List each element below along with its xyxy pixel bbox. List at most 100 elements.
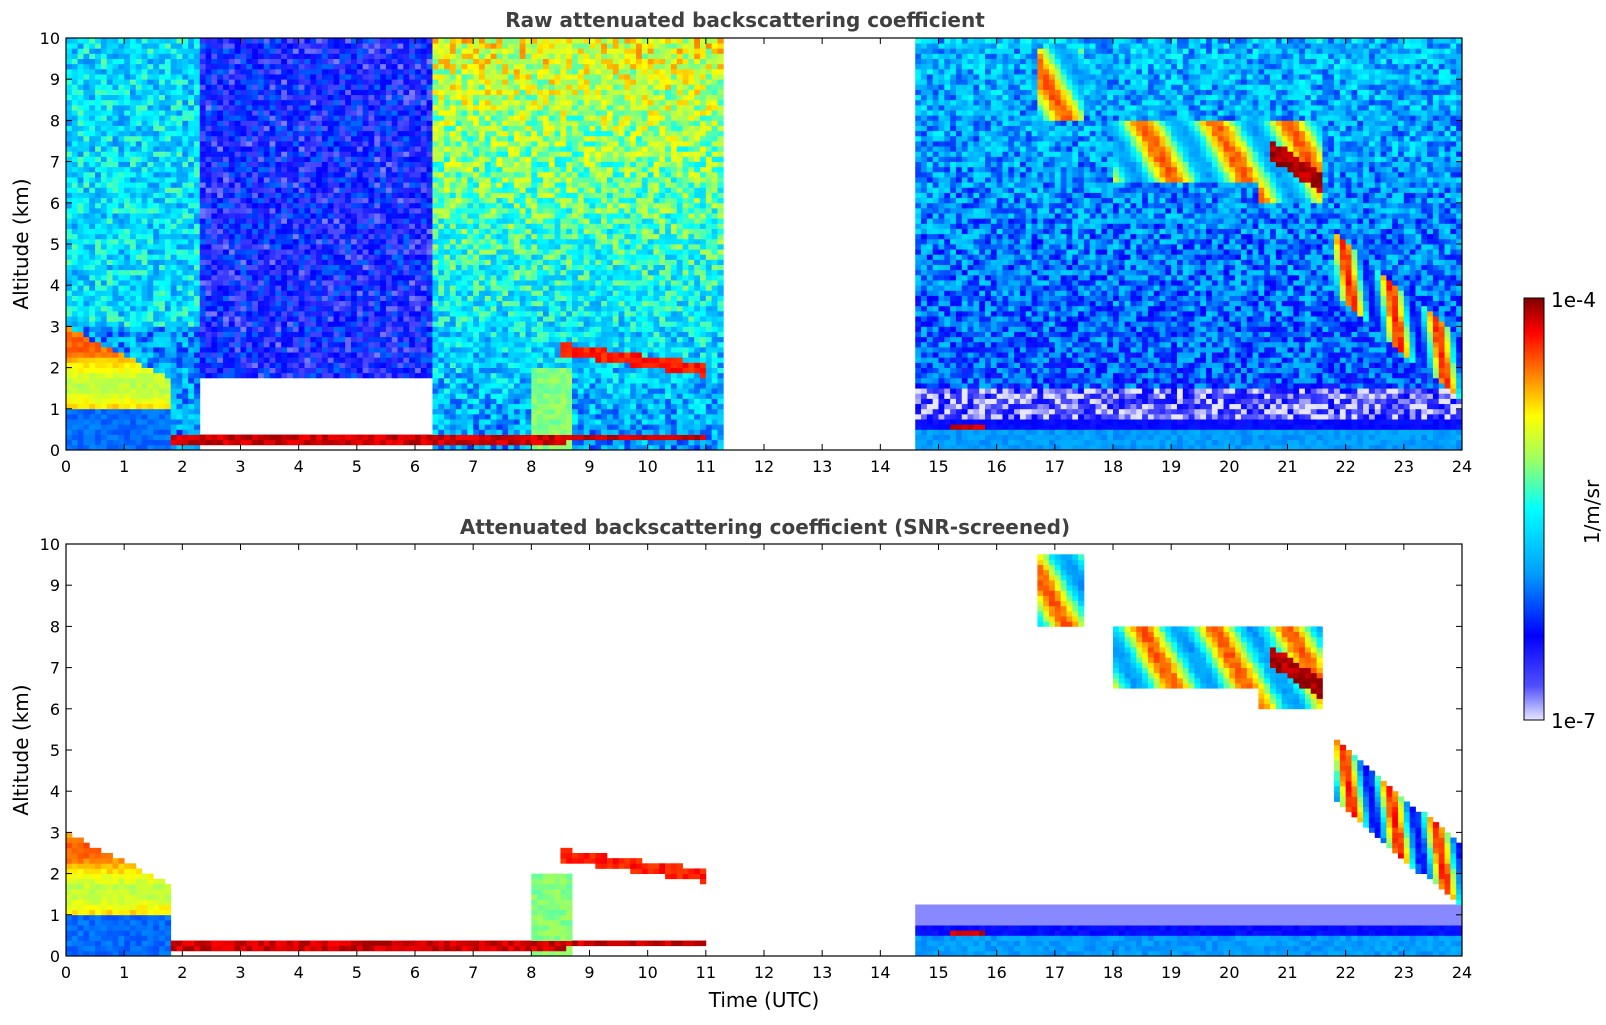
heatmap-cell xyxy=(432,316,439,322)
heatmap-cell xyxy=(71,383,79,389)
heatmap-cell xyxy=(182,377,189,384)
heatmap-cell xyxy=(182,151,189,157)
heatmap-cell xyxy=(455,383,462,389)
heatmap-cell xyxy=(66,259,73,265)
heatmap-cell xyxy=(415,336,422,343)
heatmap-cell xyxy=(351,367,358,374)
heatmap-cell xyxy=(106,444,113,451)
heatmap-cell xyxy=(246,146,253,152)
heatmap-cell xyxy=(444,79,451,85)
heatmap-cell xyxy=(391,233,398,240)
heatmap-cell xyxy=(415,316,422,322)
heatmap-cell xyxy=(106,357,113,363)
heatmap-cell xyxy=(449,300,457,307)
heatmap-cell xyxy=(188,156,195,162)
heatmap-cell xyxy=(449,326,457,332)
heatmap-cell xyxy=(380,347,387,353)
heatmap-cell xyxy=(124,151,131,157)
heatmap-cell xyxy=(205,135,212,142)
heatmap-cell xyxy=(327,79,334,85)
heatmap-cell xyxy=(211,213,218,219)
heatmap-cell xyxy=(234,156,241,162)
heatmap-cell xyxy=(176,74,183,80)
heatmap-cell xyxy=(275,202,282,209)
heatmap-cell xyxy=(240,228,247,235)
heatmap-cell xyxy=(415,269,422,276)
heatmap-cell xyxy=(368,352,375,358)
heatmap-cell xyxy=(95,372,102,379)
heatmap-cell xyxy=(281,228,288,235)
heatmap-cell xyxy=(438,259,445,265)
heatmap-cell xyxy=(83,182,90,188)
heatmap-cell xyxy=(263,38,270,44)
heatmap-cell xyxy=(159,341,166,348)
heatmap-cell xyxy=(432,84,439,90)
heatmap-cell xyxy=(211,182,218,188)
heatmap-cell xyxy=(170,383,177,389)
heatmap-cell xyxy=(246,290,253,296)
heatmap-cell xyxy=(374,223,381,229)
heatmap-cell xyxy=(449,187,457,193)
heatmap-cell xyxy=(432,223,439,229)
heatmap-cell xyxy=(159,321,166,327)
heatmap-cell xyxy=(252,187,259,193)
heatmap-cell xyxy=(153,439,160,446)
heatmap-cell xyxy=(95,347,102,353)
heatmap-cell xyxy=(112,115,119,121)
heatmap-cell xyxy=(310,305,317,312)
heatmap-cell xyxy=(432,347,439,353)
heatmap-cell xyxy=(444,120,451,126)
heatmap-cell xyxy=(124,197,131,204)
heatmap-cell xyxy=(66,38,73,44)
heatmap-cell xyxy=(100,228,108,235)
heatmap-cell xyxy=(438,372,445,379)
heatmap-cell xyxy=(409,254,416,260)
heatmap-cell xyxy=(199,177,206,183)
heatmap-cell xyxy=(193,110,201,116)
heatmap-cell xyxy=(327,280,334,286)
heatmap-cell xyxy=(449,233,457,240)
heatmap-cell xyxy=(129,347,137,353)
heatmap-cell xyxy=(129,290,137,296)
heatmap-cell xyxy=(223,372,230,379)
heatmap-cell xyxy=(71,388,79,394)
heatmap-cell xyxy=(287,38,294,44)
heatmap-cell xyxy=(298,228,305,235)
heatmap-cell xyxy=(159,58,166,65)
heatmap-cell xyxy=(176,177,183,183)
heatmap-cell xyxy=(316,187,323,193)
heatmap-cell xyxy=(66,341,73,348)
heatmap-cell xyxy=(199,43,206,49)
heatmap-cell xyxy=(403,43,410,49)
heatmap-cell xyxy=(432,403,439,410)
heatmap-cell xyxy=(415,68,422,75)
heatmap-cell xyxy=(71,135,79,142)
heatmap-cell xyxy=(292,341,300,348)
heatmap-cell xyxy=(420,321,428,327)
heatmap-cell xyxy=(415,110,422,116)
heatmap-cell xyxy=(141,290,148,296)
heatmap-cell xyxy=(205,58,212,65)
heatmap-cell xyxy=(403,130,410,137)
heatmap-cell xyxy=(129,233,137,240)
heatmap-cell xyxy=(141,388,148,394)
heatmap-cell xyxy=(129,285,137,291)
heatmap-cell xyxy=(275,197,282,204)
heatmap-cell xyxy=(461,300,468,307)
heatmap-raw xyxy=(66,38,1463,451)
heatmap-cell xyxy=(409,151,416,157)
heatmap-cell xyxy=(106,84,113,90)
heatmap-cell xyxy=(461,295,468,302)
heatmap-cell xyxy=(368,357,375,363)
heatmap-cell xyxy=(449,228,457,235)
heatmap-cell xyxy=(164,388,172,394)
heatmap-cell xyxy=(147,408,154,415)
heatmap-cell xyxy=(304,326,311,332)
heatmap-cell xyxy=(182,156,189,162)
heatmap-cell xyxy=(391,187,398,193)
heatmap-cell xyxy=(391,166,398,173)
heatmap-cell xyxy=(455,223,462,229)
heatmap-cell xyxy=(368,166,375,173)
heatmap-cell xyxy=(391,280,398,286)
heatmap-cell xyxy=(100,74,108,80)
